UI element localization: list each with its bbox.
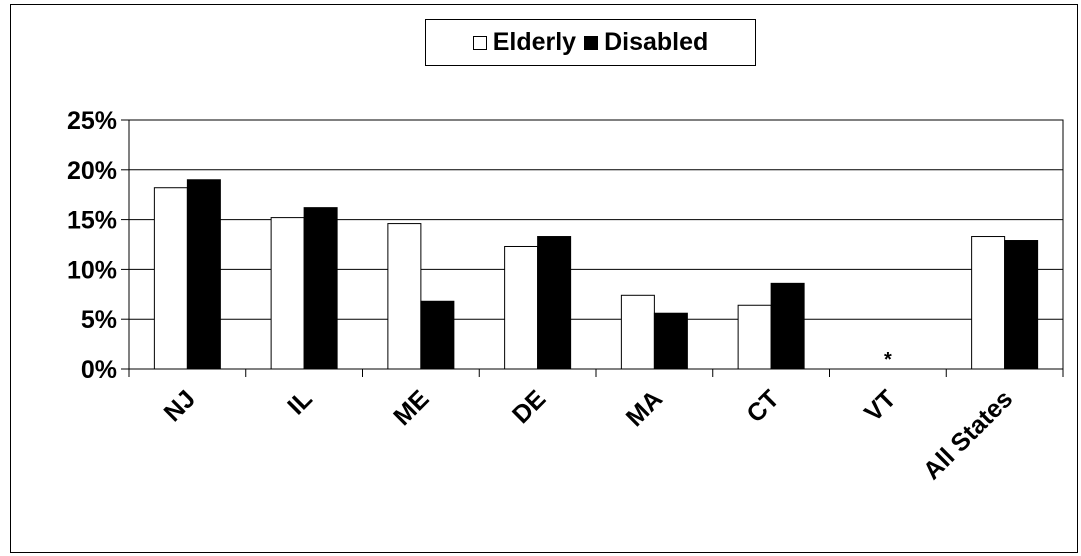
x-tick-label-de: DE [507, 385, 551, 429]
y-tick-label: 20% [67, 157, 117, 185]
x-tick-label-vt: VT [859, 385, 901, 427]
legend-label-disabled: Disabled [604, 28, 709, 56]
bar-disabled-il [303, 207, 338, 370]
legend-label-elderly: Elderly [492, 28, 577, 56]
bar-elderly-de [504, 245, 539, 370]
bar-elderly-ma [620, 294, 655, 370]
x-tick-label-il: IL [282, 385, 318, 421]
x-tick-label-ma: MA [621, 385, 668, 432]
bar-elderly-all-states [971, 236, 1006, 370]
bar-elderly-me [387, 223, 422, 370]
y-tick-label: 25% [67, 107, 117, 135]
bar-disabled-de [537, 236, 572, 370]
y-tick-labels: 0% 5% 10% 15% 20% 25% [67, 107, 117, 384]
bar-disabled-all-states [1004, 240, 1039, 370]
annotations: * [884, 349, 892, 371]
y-tick-label: 15% [67, 207, 117, 235]
legend-swatch-disabled [584, 35, 599, 50]
bar-elderly-ct [737, 304, 772, 370]
legend-entry-elderly: Elderly [472, 28, 577, 57]
legend: Elderly Disabled [425, 19, 756, 66]
y-tick-label: 5% [81, 306, 117, 334]
bar-elderly-il [270, 217, 305, 370]
x-tick-label-me: ME [388, 385, 434, 431]
bars [153, 179, 1039, 370]
x-tick-label-nj: NJ [159, 385, 201, 427]
bar-disabled-ma [653, 312, 688, 370]
bar-disabled-ct [770, 282, 805, 370]
plot-area-border [128, 119, 1064, 370]
gridlines [129, 169, 1063, 320]
legend-swatch-elderly [472, 35, 487, 50]
x-tick-label-all-states: All States [918, 385, 1018, 485]
annotation-vt: * [884, 349, 892, 371]
bar-disabled-nj [186, 179, 221, 370]
y-tick-label: 10% [67, 256, 117, 284]
legend-entry-disabled: Disabled [584, 28, 708, 57]
bar-elderly-nj [153, 187, 188, 370]
x-tick-label-ct: CT [741, 385, 784, 428]
x-tick-labels: NJ IL ME DE MA CT VT All States [159, 385, 1019, 485]
axes [121, 119, 1064, 377]
y-tick-label: 0% [81, 356, 117, 384]
bar-disabled-me [420, 300, 455, 370]
